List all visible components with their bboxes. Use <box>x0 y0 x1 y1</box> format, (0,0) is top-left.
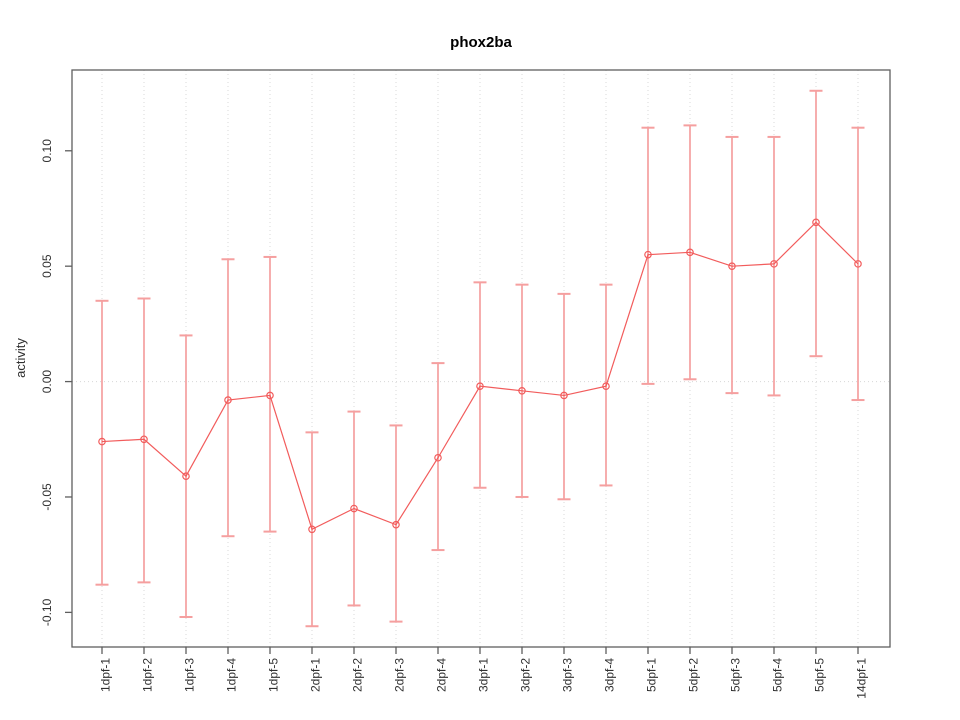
data-point <box>686 248 694 257</box>
x-tick-label: 14dpf-1 <box>854 658 868 699</box>
series-line-group <box>101 221 859 531</box>
data-points-group <box>98 218 862 534</box>
x-tick-label: 2dpf-1 <box>308 658 322 692</box>
y-tick-label: 0.00 <box>40 370 54 394</box>
x-tick-label: 5dpf-4 <box>770 658 784 692</box>
x-tick-label: 3dpf-4 <box>602 658 616 692</box>
data-point <box>98 437 106 446</box>
data-point <box>812 218 820 227</box>
x-tick-label: 3dpf-3 <box>560 658 574 692</box>
y-tick-label: -0.05 <box>40 483 54 511</box>
y-tick-label: 0.05 <box>40 254 54 278</box>
data-point <box>392 520 400 529</box>
x-tick-label: 2dpf-4 <box>434 658 448 692</box>
data-point <box>224 396 232 404</box>
data-point <box>854 260 862 268</box>
x-tick-label: 1dpf-1 <box>98 658 112 692</box>
data-point <box>770 260 778 268</box>
x-tick-label: 3dpf-1 <box>476 658 490 692</box>
gridlines-group <box>72 70 890 647</box>
plot-border <box>71 69 891 648</box>
series-line <box>101 221 859 531</box>
x-tick-label: 1dpf-4 <box>224 658 238 692</box>
x-tick-label: 2dpf-3 <box>392 658 406 692</box>
axes-group: 1dpf-1 1dpf-2 1dpf-3 1dpf-4 1dpf-5 2dpf-1 2dpf… <box>40 69 891 699</box>
data-point <box>476 382 484 390</box>
data-point <box>350 504 358 513</box>
data-point <box>308 525 316 534</box>
x-tick-label: 1dpf-2 <box>140 658 154 692</box>
data-point <box>602 382 610 390</box>
data-point <box>728 262 736 270</box>
y-tick-label: 0.10 <box>40 139 54 163</box>
data-point <box>140 435 148 444</box>
y-tick-label: -0.10 <box>40 598 54 626</box>
data-point <box>434 453 442 462</box>
data-point <box>518 387 526 395</box>
x-tick-label: 5dpf-1 <box>644 658 658 692</box>
chart-title: phox2ba <box>450 34 512 51</box>
data-point <box>182 472 190 481</box>
error-bars-group <box>95 89 865 628</box>
x-tick-label: 1dpf-3 <box>182 658 196 692</box>
x-tick-label: 2dpf-2 <box>350 658 364 692</box>
x-tick-label: 5dpf-2 <box>686 658 700 692</box>
x-tick-label: 5dpf-3 <box>728 658 742 692</box>
y-axis-label: activity <box>13 338 28 378</box>
data-point <box>266 391 274 400</box>
x-tick-label: 3dpf-2 <box>518 658 532 692</box>
x-tick-label: 1dpf-5 <box>266 658 280 692</box>
x-tick-label: 5dpf-5 <box>812 658 826 692</box>
data-point <box>644 250 652 259</box>
data-point <box>560 391 568 400</box>
